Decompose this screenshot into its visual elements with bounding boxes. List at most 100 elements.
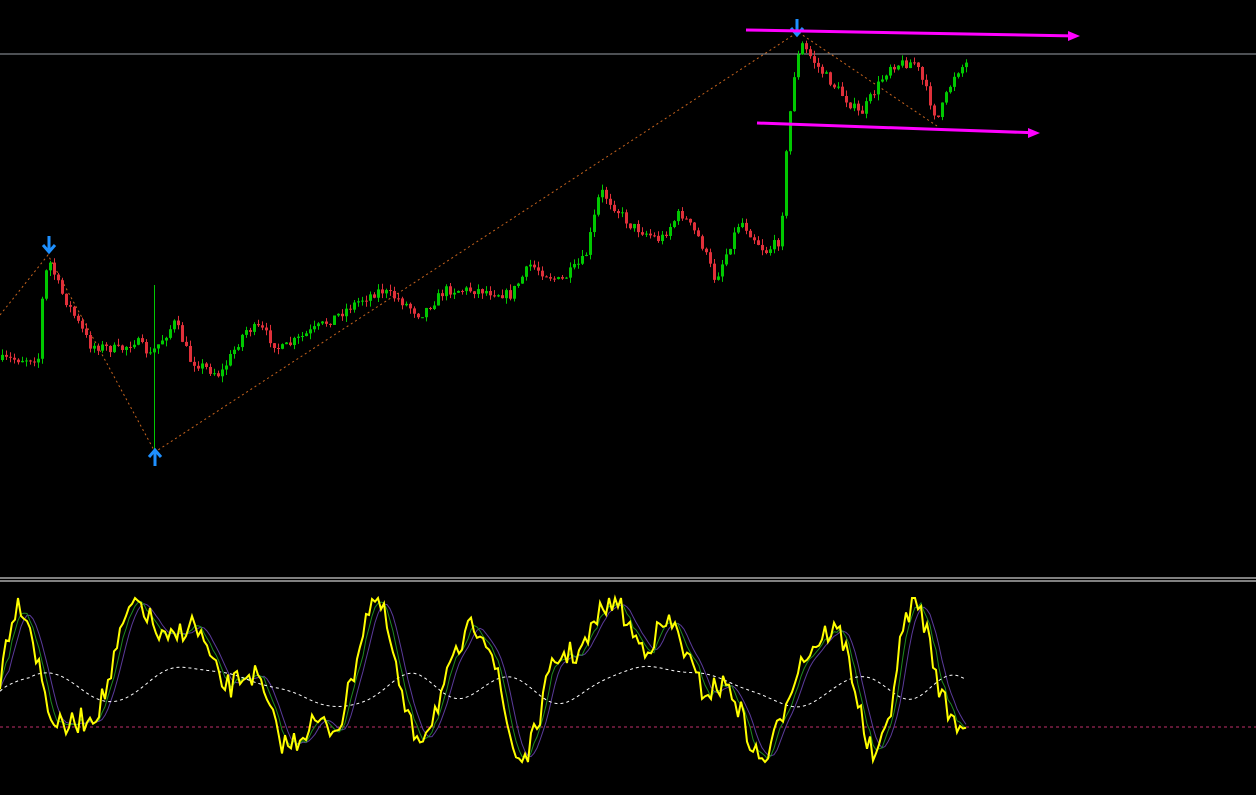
candle-body [133,344,136,348]
candle-body [429,307,432,309]
candle-body [509,290,512,299]
candle-body [757,240,760,245]
arrows-layer [41,19,1080,466]
channel-line [756,121,1031,135]
candle-body [349,308,352,310]
candle-body [289,342,292,346]
candle-body [197,365,200,369]
candle-body [273,343,276,348]
candle-body [253,324,256,332]
candle-body [545,276,548,278]
candle-body [257,324,260,326]
candle-body [853,103,856,109]
candle-body [401,298,404,306]
candle-body [685,218,688,220]
candle-body [621,212,624,214]
candle-body [29,360,32,362]
candle-body [793,77,796,112]
candle-body [661,234,664,242]
candle-body [869,94,872,102]
candle-body [313,326,316,330]
candle-body [161,340,164,345]
candle-body [669,227,672,236]
candle-body [789,111,792,152]
candle-body [233,349,236,354]
candle-body [249,330,252,332]
candle-body [937,115,940,117]
candle-body [73,306,76,316]
candle-body [949,86,952,93]
sell-arrow [41,244,57,255]
candle-body [1,354,4,360]
candle-body [485,291,488,294]
candle-body [297,336,300,338]
candle-body [293,337,296,346]
candle-body [193,361,196,366]
candle-body [113,344,116,353]
candle-body [229,353,232,366]
candle-body [489,291,492,296]
candle-body [773,240,776,250]
candle-body [177,320,180,326]
candle-body [893,66,896,70]
candle-body [141,338,144,343]
candle-body [117,344,120,346]
candle-body [805,43,808,50]
candle-body [65,293,68,306]
candle-body [913,62,916,64]
candle-body [473,291,476,295]
candle-body [189,345,192,362]
candle-body [433,305,436,309]
candle-body [385,290,388,294]
candle-body [105,344,108,346]
candle-body [201,363,204,369]
candle-body [785,151,788,216]
candle-body [617,211,620,214]
candle-body [653,235,656,237]
candle-body [477,289,480,295]
candle-body [417,313,420,318]
candle-body [701,236,704,249]
candle-body [865,101,868,114]
candle-body [365,300,368,302]
candle-body [397,298,400,300]
candle-body [681,210,684,219]
candle-body [517,283,520,286]
candle-body [309,329,312,334]
candle-body [301,336,304,338]
candle-body [541,270,544,277]
candle-body [733,232,736,249]
candle-body [461,290,464,292]
candle-body [497,295,500,297]
candle-body [565,277,568,279]
candle-body [209,366,212,374]
candle-body [337,313,340,316]
candle-body [329,323,332,325]
candle-body [381,289,384,294]
candle-body [129,346,132,348]
candle-body [53,262,56,275]
candle-body [817,62,820,67]
candle-body [121,345,124,350]
candle-body [513,285,516,299]
candle-body [145,342,148,354]
candle-body [505,290,508,299]
candle-body [585,254,588,256]
candle-body [633,223,636,229]
candle-body [649,233,652,236]
candle-body [269,330,272,344]
oscillator-fast [0,600,967,761]
candle-body [373,294,376,298]
candle-body [521,276,524,284]
candle-body [885,75,888,80]
candle-body [557,277,560,280]
candle-body [157,344,160,349]
candle-body [317,323,320,327]
candle-body [721,264,724,277]
candle-body [601,189,604,198]
candle-body [321,321,324,324]
candle-body [901,60,904,66]
candle-body [149,352,152,354]
candle-body [305,333,308,337]
